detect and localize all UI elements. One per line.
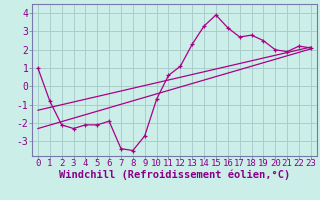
X-axis label: Windchill (Refroidissement éolien,°C): Windchill (Refroidissement éolien,°C) <box>59 170 290 180</box>
